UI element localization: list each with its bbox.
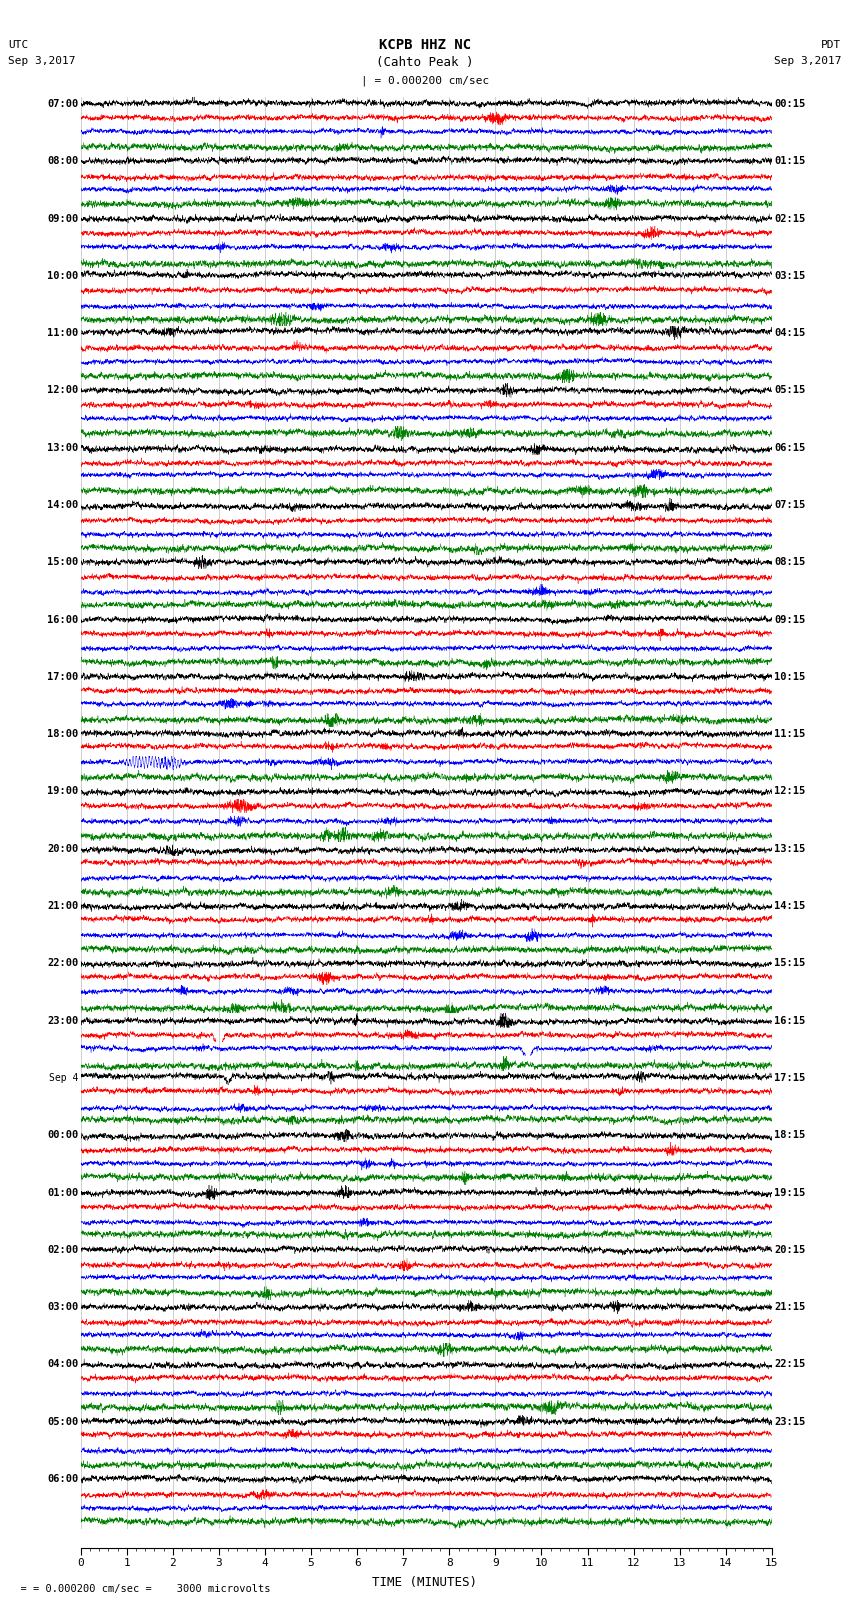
Text: 23:00: 23:00 — [47, 1016, 78, 1026]
Text: 16:15: 16:15 — [774, 1016, 806, 1026]
Text: 15:00: 15:00 — [47, 558, 78, 568]
Text: 09:00: 09:00 — [47, 213, 78, 224]
Text: 13:15: 13:15 — [774, 844, 806, 853]
Text: 16:00: 16:00 — [47, 615, 78, 624]
Text: = = 0.000200 cm/sec =    3000 microvolts: = = 0.000200 cm/sec = 3000 microvolts — [8, 1584, 271, 1594]
Text: 12:00: 12:00 — [47, 386, 78, 395]
Text: 05:00: 05:00 — [47, 1416, 78, 1426]
Text: 07:15: 07:15 — [774, 500, 806, 510]
Text: 14:15: 14:15 — [774, 902, 806, 911]
Text: 03:15: 03:15 — [774, 271, 806, 281]
Text: 13:00: 13:00 — [47, 442, 78, 453]
Text: Sep 3,2017: Sep 3,2017 — [774, 56, 842, 66]
Text: 18:00: 18:00 — [47, 729, 78, 739]
Text: 06:15: 06:15 — [774, 442, 806, 453]
Text: 10:00: 10:00 — [47, 271, 78, 281]
Text: 10:15: 10:15 — [774, 673, 806, 682]
Text: 22:15: 22:15 — [774, 1360, 806, 1369]
Text: 11:00: 11:00 — [47, 327, 78, 339]
Text: 06:00: 06:00 — [47, 1474, 78, 1484]
Text: 02:00: 02:00 — [47, 1245, 78, 1255]
Text: Sep 4: Sep 4 — [48, 1073, 78, 1082]
Text: 12:15: 12:15 — [774, 787, 806, 797]
Text: TIME (MINUTES): TIME (MINUTES) — [372, 1576, 478, 1589]
Text: Sep 3,2017: Sep 3,2017 — [8, 56, 76, 66]
Text: 19:00: 19:00 — [47, 787, 78, 797]
Text: (Cahto Peak ): (Cahto Peak ) — [377, 56, 473, 69]
Text: 20:00: 20:00 — [47, 844, 78, 853]
Text: 15:15: 15:15 — [774, 958, 806, 968]
Text: 00:00: 00:00 — [47, 1131, 78, 1140]
Text: 05:15: 05:15 — [774, 386, 806, 395]
Text: 01:15: 01:15 — [774, 156, 806, 166]
Text: PDT: PDT — [821, 40, 842, 50]
Text: 22:00: 22:00 — [47, 958, 78, 968]
Text: | = 0.000200 cm/sec: | = 0.000200 cm/sec — [361, 76, 489, 85]
Text: UTC: UTC — [8, 40, 29, 50]
Text: 18:15: 18:15 — [774, 1131, 806, 1140]
Text: 01:00: 01:00 — [47, 1187, 78, 1197]
Text: KCPB HHZ NC: KCPB HHZ NC — [379, 39, 471, 52]
Text: 07:00: 07:00 — [47, 98, 78, 110]
Text: 03:00: 03:00 — [47, 1302, 78, 1311]
Text: 21:00: 21:00 — [47, 902, 78, 911]
Text: 04:15: 04:15 — [774, 327, 806, 339]
Text: 14:00: 14:00 — [47, 500, 78, 510]
Text: 02:15: 02:15 — [774, 213, 806, 224]
Text: 00:15: 00:15 — [774, 98, 806, 110]
Text: 21:15: 21:15 — [774, 1302, 806, 1311]
Text: 08:00: 08:00 — [47, 156, 78, 166]
Text: 23:15: 23:15 — [774, 1416, 806, 1426]
Text: 20:15: 20:15 — [774, 1245, 806, 1255]
Text: 08:15: 08:15 — [774, 558, 806, 568]
Text: 04:00: 04:00 — [47, 1360, 78, 1369]
Text: 19:15: 19:15 — [774, 1187, 806, 1197]
Text: 17:00: 17:00 — [47, 673, 78, 682]
Text: 17:15: 17:15 — [774, 1073, 806, 1082]
Text: 09:15: 09:15 — [774, 615, 806, 624]
Text: 11:15: 11:15 — [774, 729, 806, 739]
